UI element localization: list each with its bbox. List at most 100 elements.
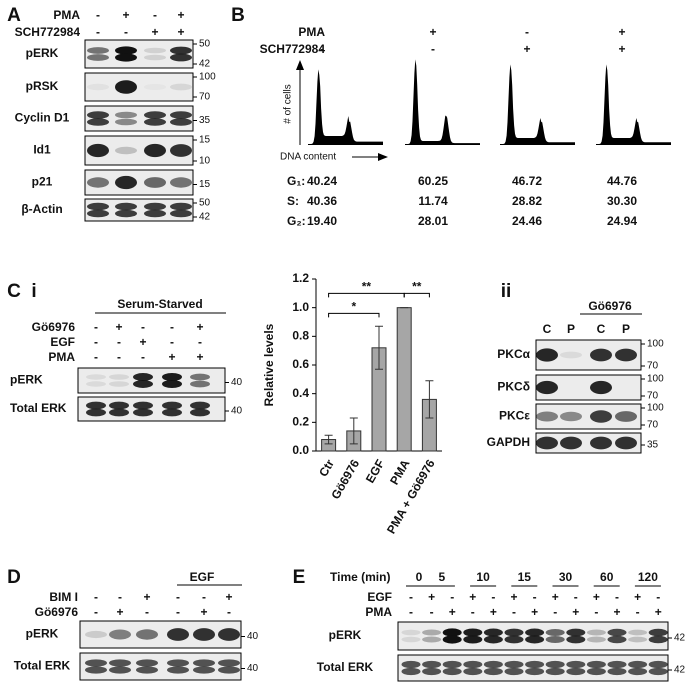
condition-label: EGF — [367, 590, 392, 604]
condition-sign: - — [145, 605, 149, 619]
band — [190, 401, 210, 410]
condition-sign: + — [122, 8, 129, 22]
condition-label: Gö6976 — [32, 320, 76, 334]
mw-marker: 100 — [647, 339, 664, 350]
condition-label: PMA — [365, 605, 392, 619]
band — [85, 630, 107, 639]
mw-marker: 40 — [231, 377, 243, 388]
phase-value: 19.40 — [307, 214, 337, 228]
band — [162, 372, 182, 382]
band — [422, 629, 442, 636]
band — [483, 635, 503, 644]
band — [545, 629, 565, 636]
blot-label: Cyclin D1 — [15, 111, 70, 125]
condition-sign: + — [618, 25, 625, 39]
phase-label: G₁: — [287, 174, 305, 188]
blot — [84, 72, 194, 102]
band — [115, 209, 137, 218]
blot — [79, 652, 242, 681]
mw-marker: 40 — [247, 663, 259, 674]
arrow-head — [296, 60, 304, 70]
band — [504, 660, 524, 669]
condition-label: SCH772984 — [260, 42, 326, 56]
condition-sign: + — [177, 8, 184, 22]
band — [628, 660, 648, 669]
band — [442, 628, 462, 637]
band — [218, 628, 240, 641]
condition-sign: - — [615, 590, 619, 604]
band — [401, 660, 421, 669]
phase-label: G₂: — [287, 214, 306, 228]
band — [483, 667, 503, 676]
condition-sign: - — [117, 335, 121, 349]
band — [87, 143, 109, 158]
band — [193, 659, 215, 667]
band — [136, 659, 158, 667]
condition-sign: + — [469, 590, 476, 604]
band — [136, 666, 158, 674]
band — [170, 177, 192, 188]
condition-sign: + — [151, 25, 158, 39]
condition-sign: - — [94, 350, 98, 364]
time-value: 30 — [559, 570, 573, 584]
condition-sign: - — [636, 605, 640, 619]
phase-value: 28.82 — [512, 194, 542, 208]
blot-label: GAPDH — [487, 435, 530, 449]
phase-value: 30.30 — [607, 194, 637, 208]
band — [536, 380, 558, 395]
blot-label: PKCε — [499, 409, 530, 423]
y-tick-label: 1.2 — [292, 271, 309, 285]
band — [483, 628, 503, 637]
blot-label: PKCδ — [497, 380, 530, 394]
band — [560, 351, 582, 359]
phase-value: 46.72 — [512, 174, 542, 188]
time-value: 0 — [416, 570, 423, 584]
band — [401, 629, 421, 636]
band — [115, 202, 137, 211]
band — [566, 628, 586, 637]
band — [545, 636, 565, 643]
y-tick-label: 1.0 — [292, 300, 309, 314]
condition-sign: + — [225, 590, 232, 604]
panel-label: C — [7, 281, 21, 302]
condition-sign: - — [320, 25, 324, 39]
blot-label: pERK — [26, 627, 59, 641]
band — [615, 436, 637, 450]
condition-sign: - — [153, 8, 157, 22]
phase-value: 44.76 — [607, 174, 637, 188]
error-bar — [375, 325, 383, 370]
arrow-head — [378, 153, 388, 161]
band — [85, 659, 107, 667]
condition-sign: - — [525, 25, 529, 39]
band — [566, 660, 586, 669]
band — [170, 46, 192, 55]
time-value: 120 — [638, 570, 658, 584]
band — [86, 401, 106, 410]
time-value: 15 — [518, 570, 532, 584]
band — [170, 144, 192, 157]
band — [170, 111, 192, 119]
phase-value: 40.24 — [307, 174, 337, 188]
band — [525, 667, 545, 676]
error-bar — [349, 417, 358, 445]
condition-sign: - — [118, 590, 122, 604]
condition-sign: - — [124, 25, 128, 39]
band — [144, 209, 166, 218]
band — [115, 53, 137, 62]
band — [86, 408, 106, 417]
mw-marker: 42 — [674, 665, 686, 676]
band — [504, 628, 524, 637]
band — [86, 374, 106, 380]
band — [167, 628, 189, 641]
band — [115, 80, 137, 94]
band — [115, 146, 137, 155]
histogram — [500, 64, 575, 145]
condition-sign: + — [200, 605, 207, 619]
band — [525, 628, 545, 637]
band — [422, 667, 442, 676]
condition-sign: + — [429, 25, 436, 39]
band — [615, 348, 637, 362]
condition-sign: + — [613, 605, 620, 619]
band — [87, 202, 109, 211]
